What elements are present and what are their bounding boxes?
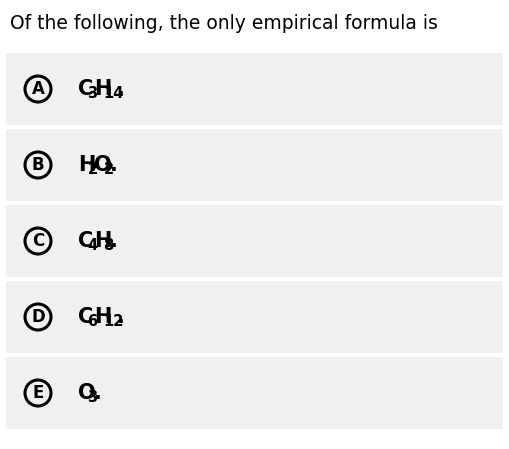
FancyBboxPatch shape xyxy=(6,205,503,277)
Text: 3: 3 xyxy=(88,87,98,101)
Text: Of the following, the only empirical formula is: Of the following, the only empirical for… xyxy=(10,14,438,33)
Text: 2: 2 xyxy=(88,163,98,177)
Text: B: B xyxy=(32,156,44,174)
Text: .: . xyxy=(117,79,124,99)
Text: 12: 12 xyxy=(103,314,124,330)
Text: 8: 8 xyxy=(103,238,114,254)
Text: 3: 3 xyxy=(88,391,98,405)
Text: 4: 4 xyxy=(88,238,98,254)
Text: C: C xyxy=(78,307,93,327)
Text: 2: 2 xyxy=(103,163,114,177)
Text: E: E xyxy=(32,384,44,402)
Text: O: O xyxy=(94,155,111,175)
Text: .: . xyxy=(117,307,124,327)
Text: D: D xyxy=(31,308,45,326)
Text: H: H xyxy=(94,79,111,99)
Text: C: C xyxy=(78,231,93,251)
FancyBboxPatch shape xyxy=(6,53,503,125)
Text: O: O xyxy=(78,383,96,403)
FancyBboxPatch shape xyxy=(6,357,503,429)
Text: 6: 6 xyxy=(88,314,98,330)
Text: A: A xyxy=(32,80,44,98)
Text: .: . xyxy=(110,155,118,175)
Text: H: H xyxy=(94,307,111,327)
Text: H: H xyxy=(94,231,111,251)
Text: .: . xyxy=(110,231,118,251)
FancyBboxPatch shape xyxy=(6,129,503,201)
Text: C: C xyxy=(32,232,44,250)
FancyBboxPatch shape xyxy=(6,281,503,353)
Text: C: C xyxy=(78,79,93,99)
Text: 14: 14 xyxy=(103,87,124,101)
Text: H: H xyxy=(78,155,95,175)
Text: .: . xyxy=(94,383,102,403)
